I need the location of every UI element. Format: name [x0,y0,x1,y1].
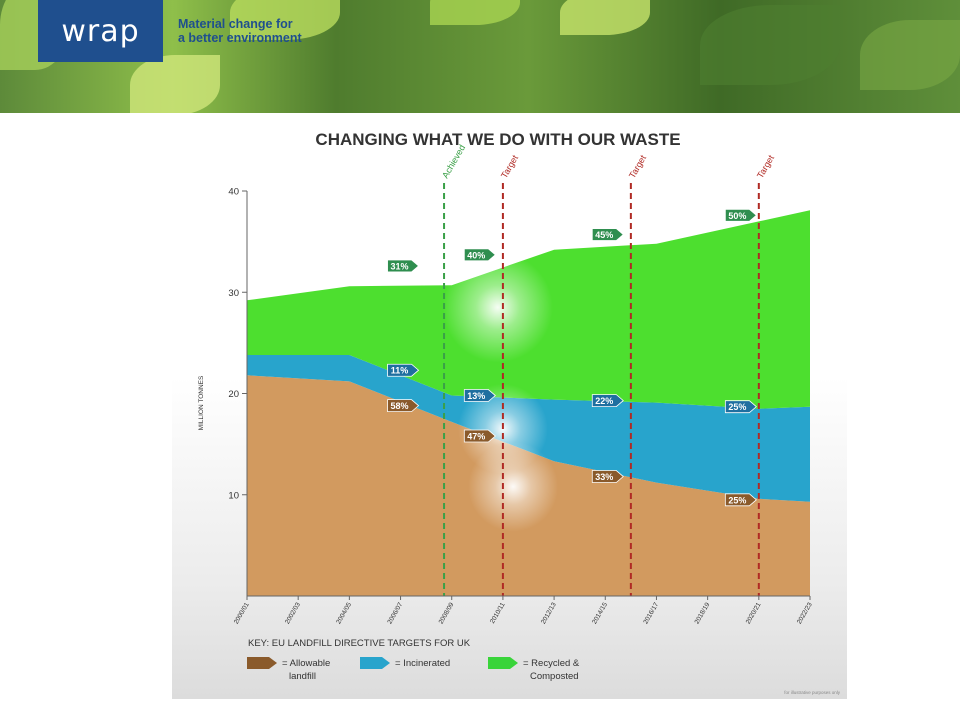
key-title: KEY: EU LANDFILL DIRECTIVE TARGETS FOR U… [248,638,471,649]
annotation-tag-10 [591,470,624,483]
x-tick-label-2: 2004/05 [335,601,353,625]
leaf-decoration [560,0,650,35]
x-tick-label-6: 2012/13 [540,601,558,625]
y-tick-label-0: 10 [228,490,239,501]
x-tick-label-10: 2020/21 [745,601,763,625]
legend-label-2: = Recycled & [523,658,580,669]
annotation-tag-6 [591,394,624,407]
annotation-label-10: 33% [595,472,613,482]
legend-label-1: = Incinerated [395,658,450,669]
annotation-label-5: 13% [467,391,485,401]
annotation-label-4: 11% [391,366,409,376]
header-banner: wrap Material change for a better enviro… [0,0,960,113]
x-tick-label-3: 2006/07 [386,601,404,625]
y-tick-label-3: 40 [228,187,239,198]
annotation-label-1: 40% [467,250,485,260]
legend-swatch-1 [360,657,390,669]
tagline: Material change for a better environment [178,17,302,45]
footnote: for illustrative purposes only [784,690,841,695]
x-tick-label-8: 2016/17 [642,601,660,625]
tagline-line-1: Material change for [178,17,293,31]
x-tick-label-9: 2018/19 [694,601,712,625]
wrap-logo[interactable]: wrap [38,0,163,62]
leaf-decoration [430,0,520,25]
annotation-label-0: 31% [391,261,409,271]
y-axis-label: MILLION TONNES [198,375,205,430]
legend-swatch-2 [488,657,518,669]
legend-swatch-0 [247,657,277,669]
annotation-label-8: 58% [391,401,409,411]
x-tick-label-11: 2022/23 [796,601,814,625]
target-line-label-2: Target [627,153,648,180]
annotation-label-9: 47% [467,432,485,442]
y-tick-label-1: 20 [228,389,239,400]
leaf-decoration [700,5,840,85]
annotation-tag-9 [463,429,496,443]
x-tick-label-4: 2008/09 [438,601,456,625]
annotation-label-11: 25% [728,495,746,505]
annotation-tag-8 [387,399,420,413]
annotation-label-2: 45% [595,230,613,240]
annotation-label-7: 25% [728,402,746,412]
waste-chart: CHANGING WHAT WE DO WITH OUR WASTE Achie… [198,130,841,695]
legend: = Allowable landfill = Incinerated = Recycl… [247,657,580,682]
percentage-annotations: 31% 40% 45% 50% 11% 13% 22% 25% 58% 47% 33% 25% [387,208,757,507]
annotation-tag-0 [387,259,420,273]
annotation-tag-4 [387,363,420,377]
leaf-decoration [860,20,960,90]
annotation-tag-11 [724,493,757,507]
x-tick-label-5: 2010/11 [489,601,507,625]
chart-title: CHANGING WHAT WE DO WITH OUR WASTE [315,130,680,149]
leaf-decoration [130,55,220,113]
annotation-label-3: 50% [728,211,746,221]
legend-label-line2-2: Composted [530,671,579,682]
tagline-line-2: a better environment [178,31,302,45]
target-line-label-3: Target [755,153,776,180]
legend-label-line2-0: landfill [289,671,316,682]
annotation-tag-7 [724,400,757,414]
annotation-tag-1 [463,248,496,262]
glow-highlights [442,252,559,532]
chart-panel: CHANGING WHAT WE DO WITH OUR WASTE Achie… [172,113,847,699]
annotation-tag-3 [724,208,757,222]
target-line-label-1: Target [499,153,520,180]
y-tick-label-2: 30 [228,288,239,299]
annotation-label-6: 22% [595,396,613,406]
glow-2 [468,441,559,532]
logo-text: wrap [61,13,140,49]
x-tick-label-0: 2000/01 [233,601,251,625]
annotation-tag-5 [463,389,496,402]
annotation-tag-2 [591,228,624,241]
glow-0 [442,252,553,363]
x-tick-label-7: 2014/15 [591,601,609,625]
x-tick-label-1: 2002/03 [284,601,302,625]
legend-label-0: = Allowable [282,658,330,669]
